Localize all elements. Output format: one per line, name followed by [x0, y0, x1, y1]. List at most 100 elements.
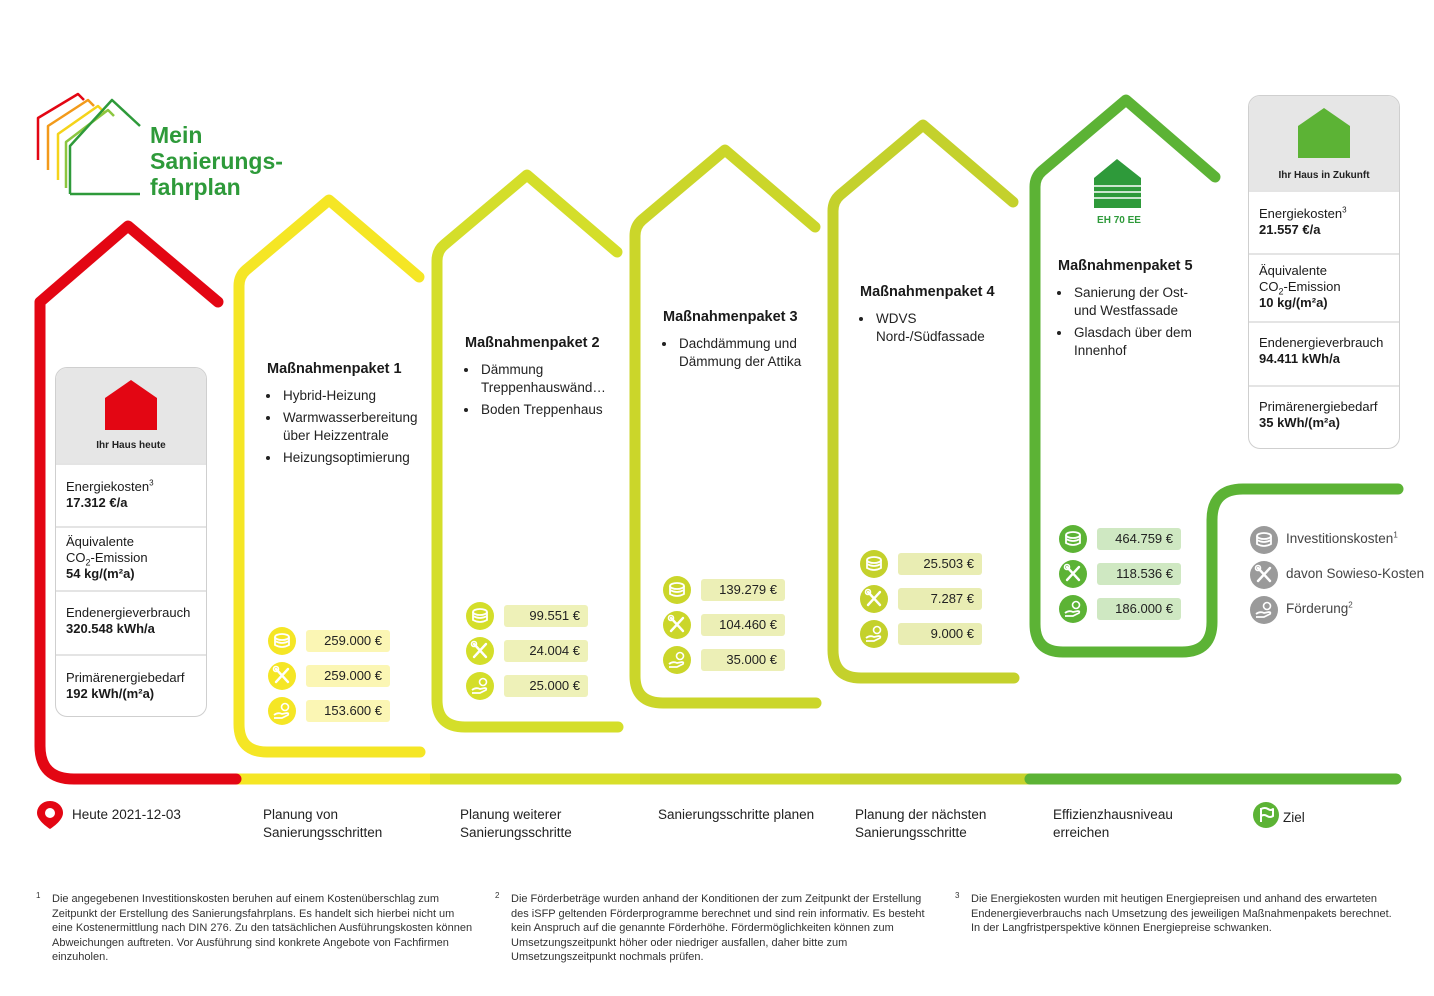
house-package-1-outline: [233, 194, 426, 758]
sowieso-value: 104.460 €: [701, 614, 785, 636]
footnote-text: Die angegebenen Investitionskosten beruh…: [52, 893, 473, 964]
milestone-today: Heute 2021-12-03: [72, 807, 181, 822]
package-4-title: Maßnahmenpaket 4: [860, 284, 995, 300]
package-3-title: Maßnahmenpaket 3: [663, 309, 798, 325]
efficiency-badge-label: EH 70 EE: [1097, 215, 1141, 226]
footnote-ref: 1: [1393, 530, 1398, 540]
invest-value: 259.000 €: [306, 630, 390, 652]
status-card-future: Ihr Haus in Zukunft Energiekosten3 21.55…: [1248, 95, 1400, 449]
primary-energy-value: 192 kWh/(m²a): [66, 686, 155, 701]
co2-label-co: CO: [66, 550, 86, 565]
package-4-sowieso-row: 7.287 €: [860, 585, 990, 613]
tools-icon: [466, 637, 494, 665]
measure-item: Warmwasserbereitung über Heizzentrale: [281, 409, 427, 445]
package-4-foerderung-row: 9.000 €: [860, 620, 990, 648]
milestone-4: Planung der nächsten Sanierungsschritte: [855, 807, 987, 840]
sowieso-value: 118.536 €: [1097, 563, 1181, 585]
foerderung-value: 153.600 €: [306, 700, 390, 722]
coins-icon: [1250, 526, 1278, 554]
package-2-sowieso-row: 24.004 €: [466, 637, 596, 665]
co2-value: 54 kg/(m²a): [66, 566, 135, 581]
card-header: Ihr Haus in Zukunft: [1249, 96, 1399, 190]
foerderung-value: 186.000 €: [1097, 598, 1181, 620]
package-5-sowieso-row: 118.536 €: [1059, 560, 1189, 588]
legend-sowieso-label: davon Sowieso-Kosten: [1286, 566, 1425, 581]
tools-icon: [1250, 561, 1278, 589]
package-5-title: Maßnahmenpaket 5: [1058, 258, 1193, 274]
package-2-title: Maßnahmenpaket 2: [465, 335, 600, 351]
package-1-invest-row: 259.000 €: [268, 627, 398, 655]
measure-item: Sanierung der Ost- und Westfassade: [1072, 284, 1198, 320]
footnote-text: Die Förderbeträge wurden anhand der Kond…: [511, 893, 925, 964]
legend-invest-label: Investitionskosten: [1286, 531, 1394, 546]
package-3-foerderung-row: 35.000 €: [663, 646, 793, 674]
house-package-4-outline: [827, 119, 1020, 684]
package-4-measures: WDVS Nord-/Südfassade: [860, 310, 1010, 346]
coins-icon: [268, 627, 296, 655]
package-3-info: Maßnahmenpaket 3 Dachdämmung und Dämmung…: [663, 308, 813, 375]
package-5-info: Maßnahmenpaket 5 Sanierung der Ost- und …: [1058, 257, 1198, 364]
tools-icon: [1059, 560, 1087, 588]
primary-energy-row: Primärenergiebedarf 35 kWh/(m²a): [1249, 385, 1399, 448]
package-4-invest-row: 25.503 €: [860, 550, 990, 578]
co2-label: Äquivalente: [1259, 263, 1327, 278]
footnote-1: 1 Die angegebenen Investitionskosten ber…: [36, 891, 476, 965]
hand-money-icon: [663, 646, 691, 674]
co2-subscript: 2: [85, 557, 91, 568]
final-energy-row: Endenergieverbrauch 94.411 kWh/a: [1249, 321, 1399, 385]
footnote-number: 3: [955, 891, 960, 900]
coins-icon: [1059, 525, 1087, 553]
tools-icon: [860, 585, 888, 613]
footnote-ref: 3: [149, 478, 154, 488]
measure-item: Glasdach über dem Innenhof: [1072, 324, 1198, 360]
sowieso-value: 259.000 €: [306, 665, 390, 687]
milestone-5: Effizienzhausniveau erreichen: [1053, 807, 1173, 840]
legend-foerderung-label: Förderung: [1286, 601, 1349, 616]
tools-icon: [663, 611, 691, 639]
house-package-5-outline: [1029, 94, 1404, 658]
card-header: Ihr Haus heute: [56, 368, 206, 463]
foerderung-value: 9.000 €: [898, 623, 982, 645]
footnote-number: 1: [36, 891, 41, 900]
package-3-measures: Dachdämmung und Dämmung der Attika: [663, 335, 813, 371]
package-1-measures: Hybrid-Heizung Warmwasserbereitung über …: [267, 387, 427, 467]
final-energy-value: 320.548 kWh/a: [66, 621, 155, 636]
logo-line-3: fahrplan: [150, 174, 241, 200]
house-today-outline: [34, 220, 242, 785]
final-energy-value: 94.411 kWh/a: [1259, 351, 1340, 366]
logo-line-1: Mein: [150, 122, 203, 148]
package-4-info: Maßnahmenpaket 4 WDVS Nord-/Südfassade: [860, 283, 1010, 350]
invest-value: 25.503 €: [898, 553, 982, 575]
energy-cost-value: 17.312 €/a: [66, 495, 128, 510]
milestone-2: Planung weiterer Sanierungsschritte: [460, 807, 572, 840]
package-5-measures: Sanierung der Ost- und Westfassade Glasd…: [1058, 284, 1198, 360]
milestone-3: Sanierungsschritte planen: [658, 807, 815, 822]
hand-money-icon: [1059, 595, 1087, 623]
final-energy-label: Endenergieverbrauch: [1259, 335, 1384, 350]
house-package-3-outline: [629, 144, 822, 709]
tools-icon: [268, 662, 296, 690]
efficiency-house-icon: [1094, 159, 1141, 208]
co2-label-emission: -Emission: [90, 550, 148, 565]
package-2-info: Maßnahmenpaket 2 Dämmung Treppenhauswänd…: [465, 334, 615, 423]
co2-label-co: CO: [1259, 279, 1279, 294]
house-package-2-outline: [431, 169, 624, 733]
logo-line-2: Sanierungs-: [150, 148, 283, 174]
status-card-today: Ihr Haus heute Energiekosten3 17.312 €/a…: [55, 367, 207, 717]
co2-row: Äquivalente CO2-Emission 54 kg/(m²a): [56, 526, 206, 590]
house-red-icon: [105, 380, 157, 430]
coins-icon: [663, 576, 691, 604]
footnote-ref: 2: [1348, 600, 1353, 610]
energy-cost-value: 21.557 €/a: [1259, 222, 1321, 237]
energy-cost-row: Energiekosten3 21.557 €/a: [1249, 190, 1399, 253]
co2-label: Äquivalente: [66, 534, 134, 549]
coins-icon: [466, 602, 494, 630]
package-1-foerderung-row: 153.600 €: [268, 697, 398, 725]
final-energy-label: Endenergieverbrauch: [66, 605, 191, 620]
measure-item: Hybrid-Heizung: [281, 387, 427, 405]
milestone-goal: Ziel: [1283, 810, 1305, 825]
energy-cost-label: Energiekosten: [66, 479, 150, 494]
package-2-invest-row: 99.551 €: [466, 602, 596, 630]
hand-money-icon: [1250, 596, 1278, 624]
package-1-info: Maßnahmenpaket 1 Hybrid-Heizung Warmwass…: [267, 360, 427, 471]
